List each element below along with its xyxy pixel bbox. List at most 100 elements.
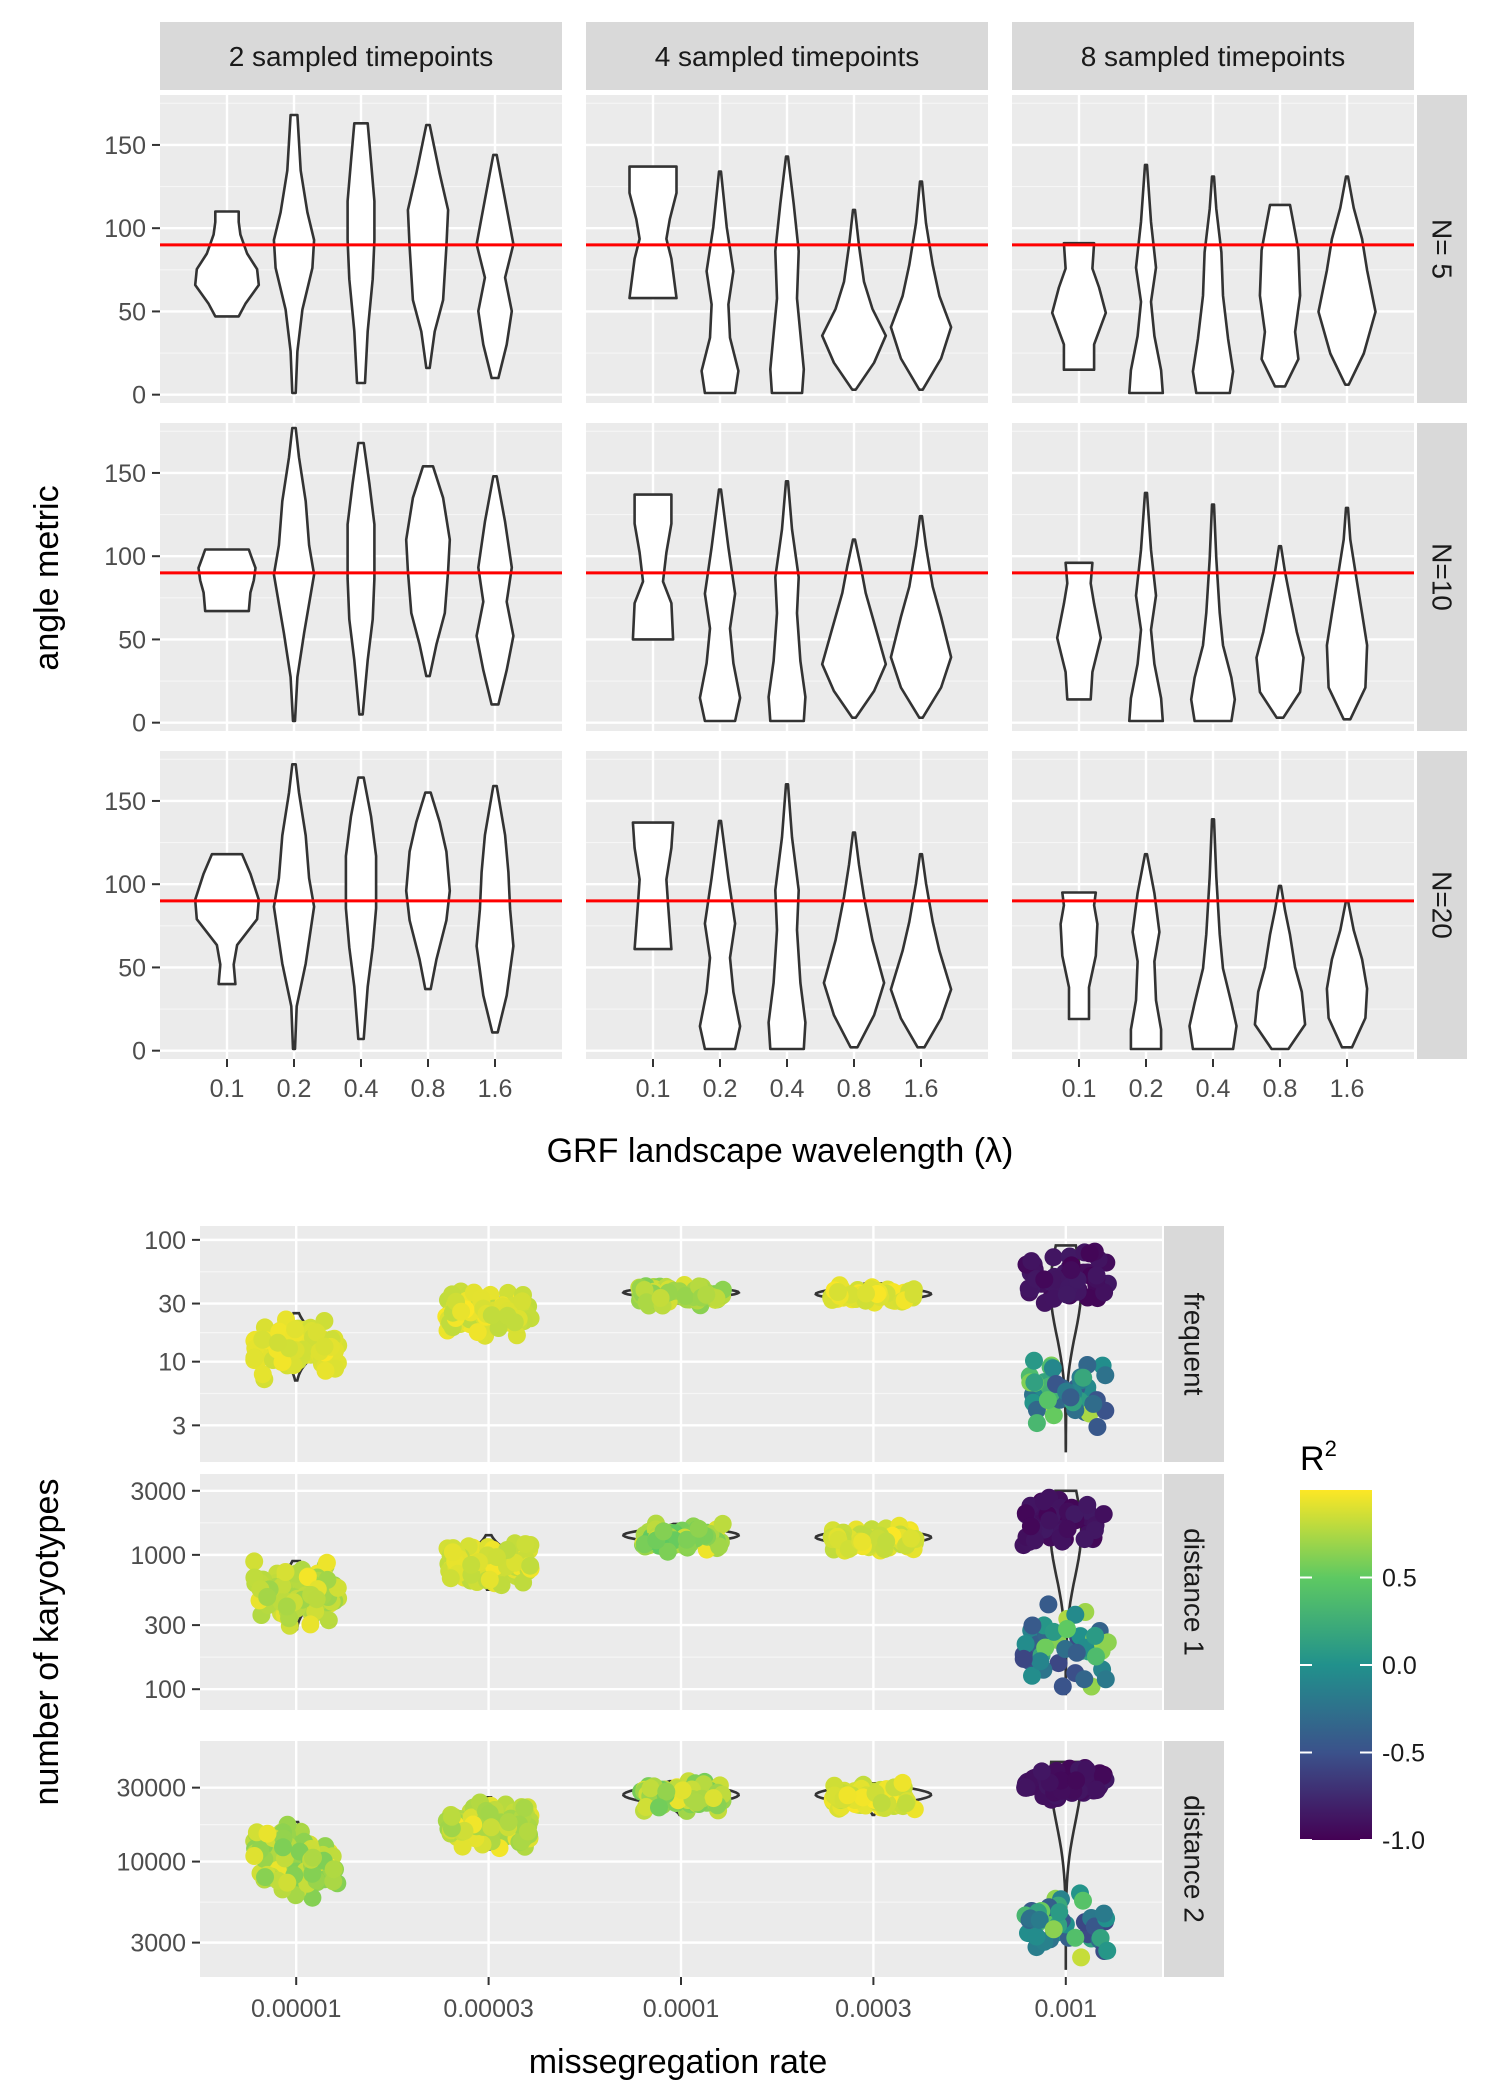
violin	[698, 819, 742, 1051]
data-point	[1094, 1904, 1113, 1923]
data-point	[828, 1283, 847, 1301]
row-strip-background	[1164, 1474, 1224, 1710]
data-point	[277, 1597, 296, 1616]
data-point	[1025, 1351, 1043, 1370]
data-point	[1030, 1910, 1049, 1929]
data-point	[1062, 1261, 1081, 1280]
colorbar-tick-label: -1.0	[1382, 1827, 1425, 1855]
y-tick-label: 100	[144, 1676, 186, 1704]
violin	[193, 210, 261, 318]
y-tick-label: 50	[118, 626, 146, 654]
x-tick-label: 1.6	[478, 1075, 513, 1103]
data-point	[1025, 1531, 1044, 1550]
row-strip-label: frequent	[1179, 1293, 1210, 1396]
data-point	[904, 1285, 923, 1304]
data-point	[1072, 1948, 1091, 1967]
data-point	[877, 1532, 896, 1551]
data-point	[518, 1822, 537, 1841]
data-point	[637, 1798, 655, 1816]
data-point	[1031, 1652, 1050, 1671]
data-point	[872, 1793, 891, 1812]
scatter-panel	[200, 1226, 1162, 1462]
y-tick-label: 3000	[130, 1478, 186, 1506]
x-tick-label: 0.4	[1196, 1075, 1231, 1103]
scatter-panel	[200, 1741, 1162, 1977]
data-point	[1027, 1927, 1046, 1946]
violin	[767, 783, 807, 1051]
data-point	[1044, 1406, 1063, 1425]
row-strip-label: N=20	[1427, 871, 1458, 939]
y-tick-label: 30000	[116, 1775, 186, 1803]
row-strip: distance 2	[1164, 1741, 1224, 1977]
data-point	[499, 1813, 518, 1832]
data-point	[1021, 1517, 1040, 1536]
data-point	[301, 1615, 320, 1634]
data-point	[258, 1824, 277, 1843]
violin	[1050, 241, 1108, 371]
data-point	[317, 1553, 336, 1572]
x-tick-label: 0.1	[210, 1075, 245, 1103]
y-tick-label: 10	[158, 1349, 186, 1377]
column-strip-label: 2 sampled timepoints	[229, 41, 494, 72]
data-point	[1067, 1643, 1086, 1662]
data-point	[442, 1807, 461, 1826]
data-point	[513, 1292, 532, 1311]
colorbar-title-superscript: 2	[1325, 1436, 1337, 1461]
top-x-axis-title: GRF landscape wavelength (λ)	[547, 1132, 1014, 1170]
x-tick-label: 0.8	[837, 1075, 872, 1103]
x-tick-label: 0.2	[1129, 1075, 1164, 1103]
y-tick-label: 3	[172, 1412, 186, 1440]
violin-panel	[1012, 751, 1414, 1059]
x-tick-label: 0.4	[770, 1075, 805, 1103]
data-point	[1057, 1285, 1076, 1304]
data-point	[1017, 1778, 1036, 1797]
data-point	[453, 1837, 472, 1856]
data-point	[657, 1782, 676, 1801]
data-point	[245, 1348, 264, 1367]
data-point	[516, 1535, 535, 1554]
violin	[475, 784, 515, 1034]
data-point	[1074, 1891, 1092, 1910]
violin	[1055, 561, 1103, 701]
violin	[404, 791, 452, 991]
data-point	[506, 1553, 525, 1572]
violin	[1191, 175, 1235, 395]
data-point	[482, 1818, 501, 1837]
data-point	[710, 1537, 729, 1556]
violin	[700, 170, 740, 395]
row-strip-label: N=10	[1427, 543, 1458, 611]
y-tick-label: 0	[132, 382, 146, 410]
bottom-x-axis-title: missegregation rate	[529, 2043, 828, 2081]
data-point	[1035, 1270, 1054, 1289]
violin-panel	[1012, 423, 1414, 731]
data-point	[1066, 1605, 1085, 1624]
data-point	[853, 1532, 872, 1551]
data-point	[1044, 1920, 1063, 1939]
data-point	[689, 1519, 708, 1538]
row-strip-background	[1417, 423, 1467, 731]
data-point	[1075, 1670, 1094, 1689]
x-tick-label: 1.6	[904, 1075, 939, 1103]
data-point	[902, 1529, 921, 1548]
x-tick-label: 0.00001	[251, 1995, 341, 2023]
data-point	[713, 1514, 732, 1533]
data-point	[1040, 1511, 1059, 1530]
row-strip-label: distance 2	[1179, 1795, 1210, 1923]
violin	[889, 514, 953, 719]
row-strip-label: N= 5	[1427, 219, 1458, 279]
data-point	[641, 1779, 660, 1798]
violin	[820, 208, 888, 391]
y-tick-label: 150	[104, 788, 146, 816]
y-tick-label: 150	[104, 132, 146, 160]
violin	[767, 480, 807, 723]
x-tick-label: 0.1	[1062, 1075, 1097, 1103]
data-point	[1084, 1394, 1103, 1413]
y-tick-label: 3000	[130, 1930, 186, 1958]
violin	[889, 180, 953, 391]
data-point	[253, 1365, 272, 1384]
colorbar-tick-label: 0.5	[1382, 1565, 1417, 1593]
row-strip: frequent	[1164, 1226, 1224, 1462]
data-point	[1053, 1677, 1072, 1696]
data-point	[1058, 1620, 1076, 1638]
